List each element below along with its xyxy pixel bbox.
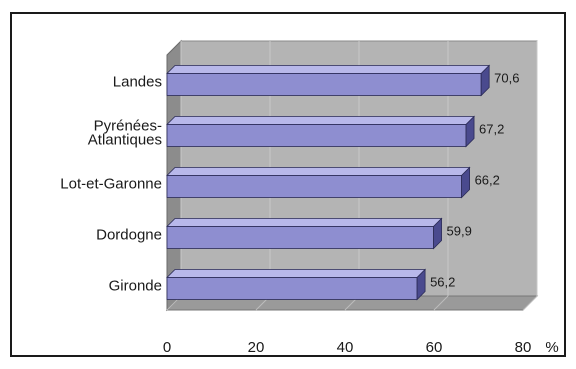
bar-front-face — [166, 124, 467, 147]
bar-top-face — [166, 116, 476, 125]
bar-side-face — [480, 64, 490, 97]
bar-5 — [166, 268, 427, 301]
value-label: 66,2 — [475, 173, 500, 188]
category-label: Gironde — [109, 278, 162, 295]
value-label: 70,6 — [494, 71, 519, 86]
bar-front-face — [166, 277, 418, 300]
bar-top-face — [166, 218, 443, 227]
unit-label: % — [545, 339, 558, 356]
category-label: Landes — [113, 74, 162, 91]
bar-4 — [166, 217, 443, 250]
bar-side-face — [416, 268, 426, 301]
value-label: 67,2 — [479, 122, 504, 137]
bar-2 — [166, 115, 476, 148]
floor-gridline-60 — [433, 295, 449, 311]
bar-top-face — [166, 269, 427, 278]
x-tick-label: 20 — [248, 339, 265, 356]
value-label: 56,2 — [430, 275, 455, 290]
floor-gridline-80 — [522, 295, 538, 311]
x-tick-label: 0 — [163, 339, 171, 356]
bar-top-face — [166, 167, 471, 176]
bar-1 — [166, 64, 491, 97]
bar-front-face — [166, 73, 482, 96]
bar-3 — [166, 166, 471, 199]
category-label: Dordogne — [96, 227, 162, 244]
x-tick-label: 80 — [515, 339, 532, 356]
bar-side-face — [461, 166, 470, 199]
bar-front-face — [166, 175, 462, 198]
bar-side-face — [465, 115, 475, 148]
category-label: Lot-et-Garonne — [60, 176, 162, 193]
category-label: Pyrénées- — [94, 118, 162, 135]
bar-side-face — [433, 217, 442, 250]
bar-front-face — [166, 226, 434, 249]
category-label: Atlantiques — [88, 132, 162, 149]
x-tick-label: 40 — [337, 339, 354, 356]
value-label: 59,9 — [447, 224, 472, 239]
bar-top-face — [166, 65, 491, 74]
x-tick-label: 60 — [426, 339, 443, 356]
